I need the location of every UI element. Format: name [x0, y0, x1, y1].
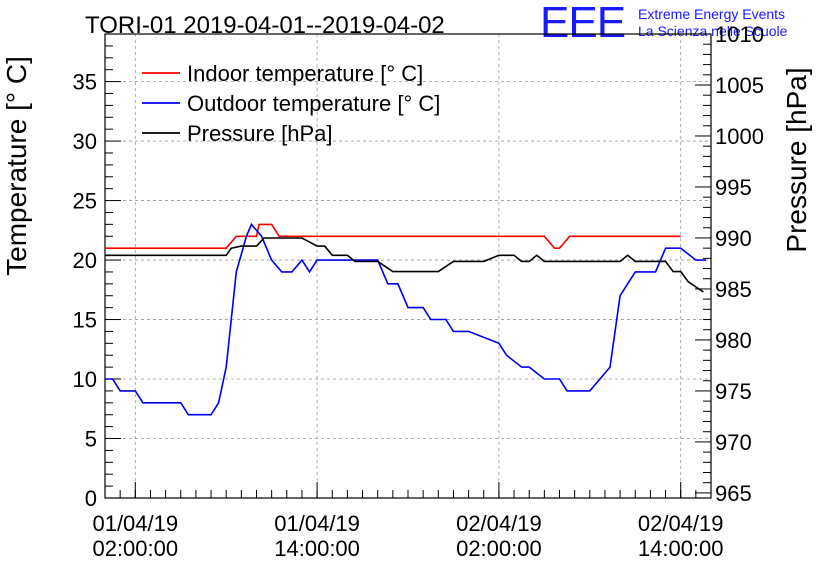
x-tick-label-date: 01/04/19	[92, 511, 178, 536]
x-axis: 01/04/1902:00:0001/04/1914:00:0002/04/19…	[92, 482, 724, 561]
x-tick-label-date: 01/04/19	[274, 511, 360, 536]
left-tick-label: 20	[73, 248, 97, 273]
series-line	[105, 237, 704, 293]
logo-line-2: La Scienza nelle Scuole	[638, 23, 788, 39]
right-tick-label: 980	[715, 328, 752, 353]
right-tick-label: 975	[715, 379, 752, 404]
series-line	[105, 223, 681, 249]
left-axis: 0 5 10 15 20 25 30 35	[73, 33, 121, 511]
legend-label: Outdoor temperature [° C]	[187, 91, 440, 116]
grid	[105, 34, 711, 498]
left-tick-label: 35	[73, 70, 97, 95]
y-axis-label: Temperature [° C]	[1, 56, 32, 276]
right-tick-label: 1000	[715, 124, 764, 149]
x-tick-label-date: 02/04/19	[638, 511, 724, 536]
x-tick-label-time: 02:00:00	[456, 536, 542, 561]
right-tick-label: 1005	[715, 73, 764, 98]
right-tick-label: 1010	[715, 22, 764, 47]
right-tick-label: 970	[715, 430, 752, 455]
right-tick-label: 990	[715, 226, 752, 251]
left-tick-label: 10	[73, 367, 97, 392]
left-tick-label: 25	[73, 189, 97, 214]
legend-label: Pressure [hPa]	[187, 121, 333, 146]
series-line	[105, 222, 706, 416]
right-tick-label: 965	[715, 481, 752, 506]
x-tick-label-time: 02:00:00	[92, 536, 178, 561]
series-lines	[105, 222, 706, 416]
eee-logo: EEE Extreme Energy Events La Scienza nel…	[540, 0, 830, 47]
left-tick-label: 5	[85, 427, 97, 452]
right-tick-label: 985	[715, 277, 752, 302]
logo-line-1: Extreme Energy Events	[638, 6, 786, 22]
y2-axis-label: Pressure [hPa]	[781, 67, 812, 252]
left-tick-label: 0	[85, 486, 97, 511]
right-tick-label: 995	[715, 175, 752, 200]
x-tick-label-date: 02/04/19	[456, 511, 542, 536]
left-tick-label: 15	[73, 308, 97, 333]
right-axis: 965 970 975 980 985 990 995 1000 1005 1010	[695, 22, 764, 506]
eee-logo-mark: EEE	[540, 0, 626, 47]
x-tick-label-time: 14:00:00	[638, 536, 724, 561]
legend: Indoor temperature [° C] Outdoor temperat…	[142, 61, 440, 146]
legend-label: Indoor temperature [° C]	[187, 61, 423, 86]
left-tick-label: 30	[73, 129, 97, 154]
chart-title: TORI-01 2019-04-01--2019-04-02	[85, 12, 445, 39]
x-tick-label-time: 14:00:00	[274, 536, 360, 561]
